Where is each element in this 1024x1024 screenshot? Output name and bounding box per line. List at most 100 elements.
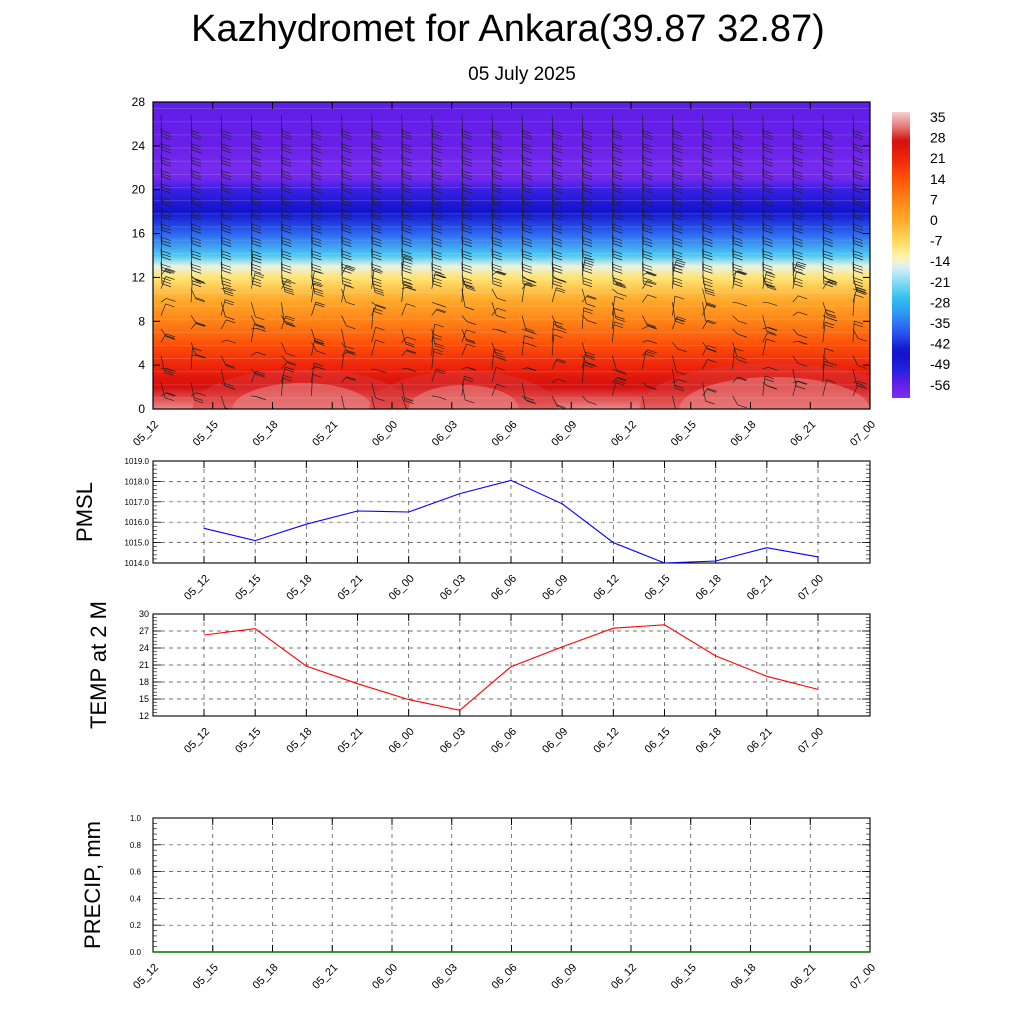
x-tick-label: 06_15: [643, 726, 673, 756]
colorbar-label: 7: [930, 191, 938, 207]
wind-barb: [792, 155, 795, 177]
wind-barb-flag: [372, 250, 382, 255]
wind-barb: [852, 128, 855, 150]
wind-barb: [551, 395, 558, 407]
wind-barb: [461, 366, 468, 370]
wind-barb-flag: [673, 149, 683, 154]
wind-barb: [431, 328, 436, 346]
wind-barb-flag: [793, 143, 803, 148]
wind-barb-flag: [402, 229, 412, 234]
wind-barb-flag: [256, 325, 266, 329]
y-tick-label: 4: [138, 358, 145, 372]
wind-barb-flag: [797, 334, 808, 339]
wind-barb-flag: [733, 267, 743, 271]
wind-barb: [551, 208, 554, 231]
wind-barb: [551, 141, 554, 164]
wind-barb-flag: [643, 149, 653, 154]
wind-barb-flag: [312, 283, 322, 288]
wind-barb-flag: [195, 298, 206, 303]
wind-barb-flag: [703, 240, 713, 244]
wind-barb-flag: [436, 274, 446, 279]
wind-barb-flag: [645, 350, 655, 355]
wind-barb-flag: [465, 399, 475, 404]
wind-barb-flag: [191, 267, 202, 271]
wind-barb-flag: [492, 280, 502, 285]
wind-barb-flag: [373, 268, 384, 273]
wind-barb-flag: [312, 240, 322, 244]
wind-barb-flag: [642, 223, 653, 228]
wind-barb-flag: [224, 407, 231, 409]
wind-barb-flag: [432, 143, 442, 148]
wind-barb: [190, 322, 197, 330]
wind-barb-flag: [466, 366, 476, 371]
wind-barb-flag: [407, 286, 417, 291]
wind-barb: [521, 235, 524, 258]
wind-barb-flag: [612, 146, 623, 151]
wind-barb-flag: [582, 226, 593, 231]
wind-barb-flag: [646, 272, 656, 277]
wind-barb-flag: [432, 133, 442, 137]
wind-barb-flag: [733, 283, 743, 288]
wind-barb-flag: [402, 197, 412, 201]
wind-barb-flag: [466, 287, 476, 292]
wind-barb: [762, 248, 765, 271]
wind-barb-flag: [703, 130, 713, 134]
wind-barb: [190, 248, 193, 271]
wind-barb: [581, 155, 584, 177]
wind-barb-flag: [522, 156, 532, 161]
wind-barb: [431, 395, 438, 397]
wind-barb-flag: [613, 203, 623, 207]
wind-barb-flag: [673, 216, 683, 221]
wind-barb: [251, 328, 257, 330]
wind-barb-flag: [763, 173, 773, 178]
wind-barb-flag: [226, 339, 236, 344]
wind-barb: [612, 376, 618, 383]
wind-barb-flag: [556, 326, 566, 331]
wind-barb-flag: [492, 256, 503, 261]
wind-barb: [581, 128, 584, 150]
wind-barb-flag: [402, 146, 412, 151]
wind-barb: [401, 328, 407, 345]
wind-barb-flag: [736, 271, 746, 276]
wind-barb: [732, 208, 734, 231]
wind-barb: [431, 155, 434, 177]
wind-barb-flag: [281, 130, 292, 134]
wind-barb-flag: [221, 253, 232, 258]
wind-barb: [852, 181, 855, 204]
wind-barb-flag: [312, 143, 322, 148]
wind-barb: [642, 382, 648, 388]
wind-barb: [581, 141, 584, 164]
wind-barb-flag: [522, 263, 532, 268]
wind-barb-flag: [673, 133, 683, 137]
wind-barb-flag: [763, 183, 773, 188]
wind-barb-flag: [402, 226, 412, 231]
wind-barb-flag: [221, 197, 231, 201]
wind-barb: [852, 168, 855, 191]
wind-barb: [611, 221, 614, 244]
wind-barb-flag: [342, 240, 352, 244]
wind-barb: [491, 128, 494, 150]
wind-barb: [491, 235, 494, 258]
wind-barb-flag: [853, 256, 864, 261]
wind-barb-flag: [313, 282, 324, 287]
wind-barb-flag: [281, 250, 292, 255]
wind-barb-flag: [435, 368, 446, 373]
wind-barb: [612, 288, 618, 294]
wind-barb-flag: [194, 278, 205, 283]
wind-barb-flag: [432, 277, 442, 282]
wind-barb: [341, 221, 343, 244]
wind-barb-flag: [793, 283, 803, 288]
wind-barb-flag: [582, 183, 592, 188]
y-tick-label: 1018.0: [125, 477, 150, 486]
wind-barb: [311, 328, 317, 343]
wind-barb-flag: [522, 267, 532, 271]
wind-barb: [792, 381, 798, 396]
wind-barb-flag: [703, 143, 713, 148]
wind-barb-flag: [612, 130, 623, 134]
wind-barb: [190, 280, 193, 303]
wind-barb-flag: [462, 143, 472, 148]
wind-barb: [461, 114, 464, 137]
wind-barb-flag: [793, 170, 803, 174]
wind-barb-flag: [643, 189, 653, 194]
wind-barb-flag: [252, 136, 262, 140]
